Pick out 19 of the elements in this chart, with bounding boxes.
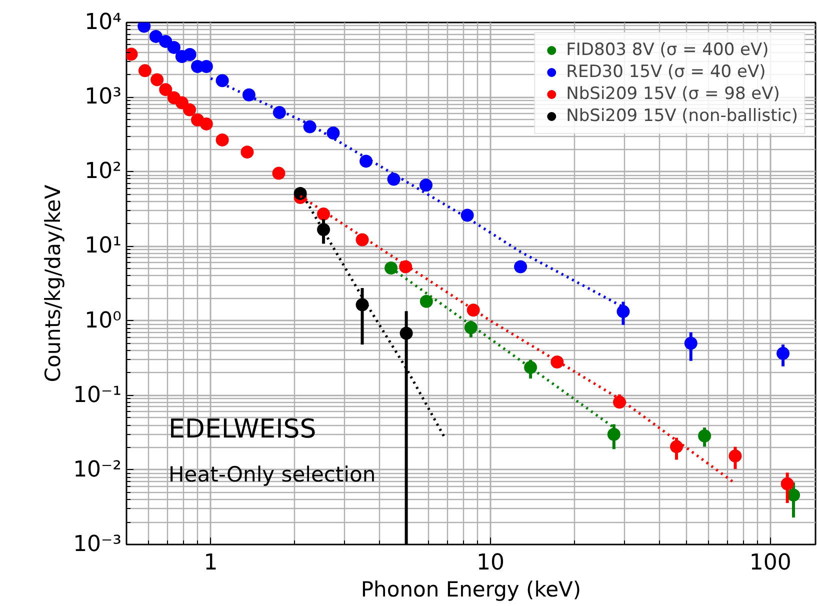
y-tick-label: 10⁻² [73,457,122,482]
x-tick-label: 10 [476,550,505,576]
legend-label: FID803 8V (σ = 400 eV) [566,39,769,61]
y-tick-label: 10⁻¹ [73,382,122,408]
y-tick-label: 10² [84,159,122,184]
y-tick-label: 10¹ [84,234,122,259]
legend-label: NbSi209 15V (σ = 98 eV) [566,83,780,105]
y-tick-label: 10⁴ [84,10,122,35]
legend-label: NbSi209 15V (non-ballistic) [566,105,798,127]
y-tick-label: 10³ [84,84,122,110]
y-tick-label: 10⁻³ [73,532,122,557]
x-axis-title: Phonon Energy (keV) [360,578,582,602]
legend-label: RED30 15V (σ = 40 eV) [566,61,766,83]
x-tick-label: 100 [749,550,792,576]
annotation: EDELWEISS [168,414,316,444]
y-tick-label: 10⁰ [84,308,122,334]
y-axis-title: Counts/kg/day/keV [41,184,66,382]
x-tick-label: 1 [204,550,218,576]
annotation: Heat-Only selection [168,462,376,486]
